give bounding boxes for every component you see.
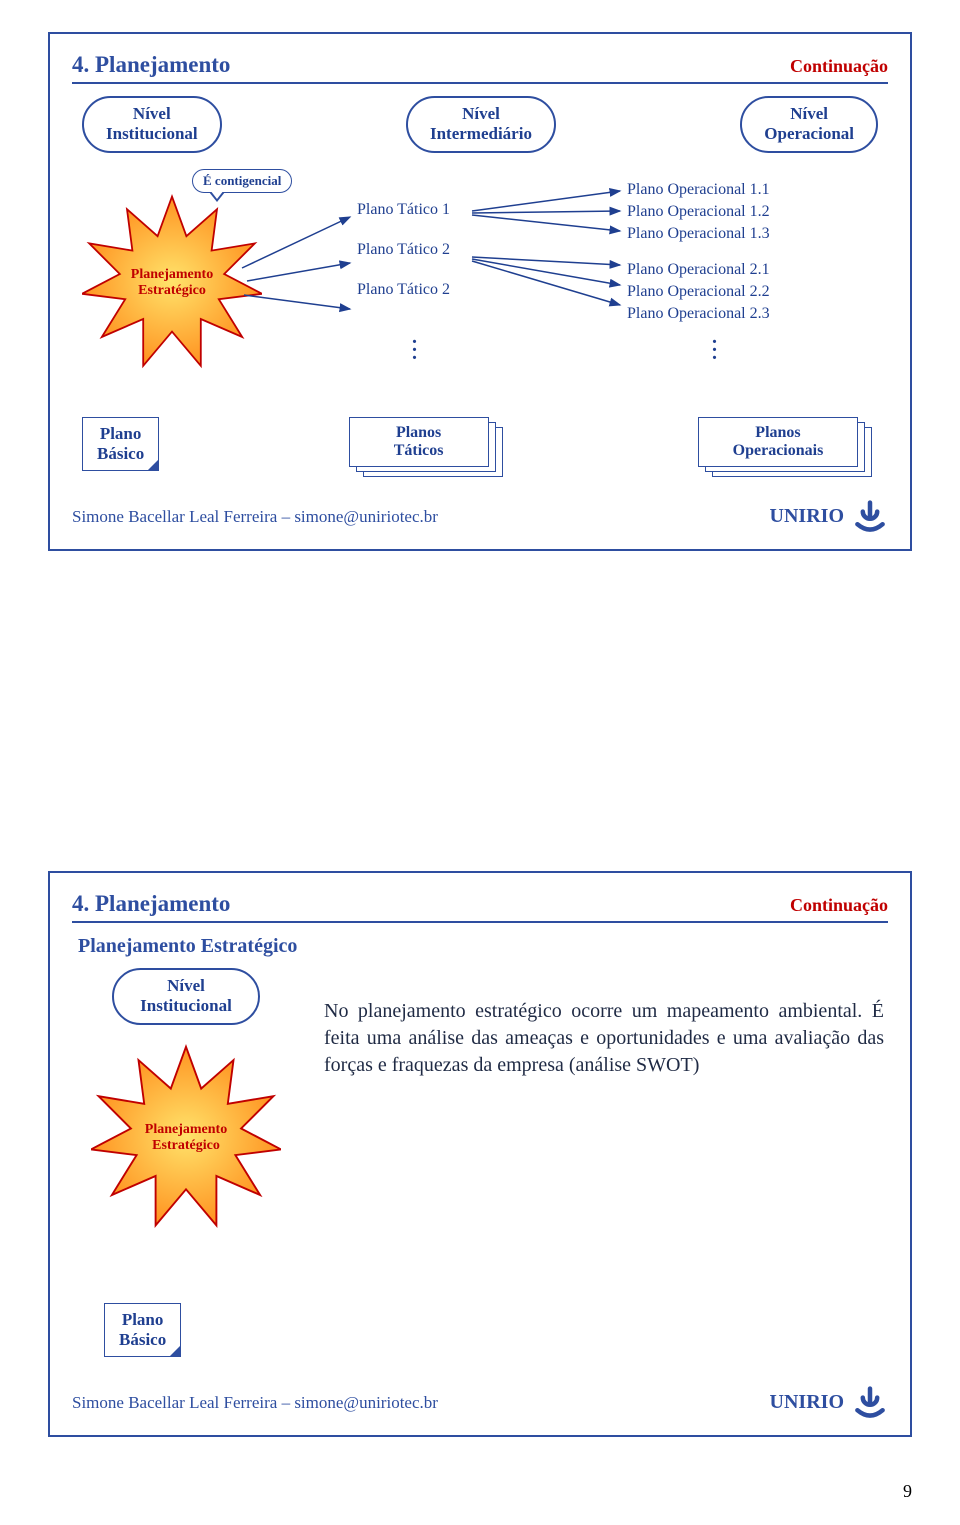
operational-item: Plano Operacional 1.2 <box>627 203 770 221</box>
summary-row: PlanoBásico PlanosTáticos PlanosOperacio… <box>82 417 878 477</box>
level-row: NívelInstitucional NívelIntermediário Ní… <box>72 96 888 153</box>
starburst-strategic: PlanejamentoEstratégico <box>82 193 262 373</box>
operational-item: Plano Operacional 1.1 <box>627 181 770 199</box>
subheading-strategic: Planejamento Estratégico <box>78 935 888 958</box>
footer-org: UNIRIO <box>770 505 844 528</box>
continuation-label: Continuação <box>790 895 888 916</box>
diagram-area: É contigencial PlanejamentoEstratégico <box>72 173 888 403</box>
vertical-dots: ... <box>412 333 417 357</box>
unirio-logo-icon <box>852 499 888 535</box>
footer-author: Simone Bacellar Leal Ferreira – simone@u… <box>72 1393 438 1413</box>
basic-plan-box: PlanoBásico <box>82 417 159 471</box>
star-label: PlanejamentoEstratégico <box>82 267 262 299</box>
slide-title: 4. Planejamento <box>72 52 230 78</box>
operational-item: Plano Operacional 1.3 <box>627 225 770 243</box>
star-label: PlanejamentoEstratégico <box>91 1122 281 1154</box>
level-intermediate: NívelIntermediário <box>406 96 556 153</box>
tactical-item: Plano Tático 2 <box>357 281 450 299</box>
operational-plans-stack: PlanosOperacionais <box>698 417 878 477</box>
tactical-item: Plano Tático 2 <box>357 241 450 259</box>
unirio-logo-icon <box>852 1385 888 1421</box>
arrows-tactical-to-operational <box>472 187 632 357</box>
slide-footer: Simone Bacellar Leal Ferreira – simone@u… <box>72 1385 888 1421</box>
callout-contingencial: É contigencial <box>192 169 292 193</box>
basic-plan-box: PlanoBásico <box>104 1303 181 1357</box>
level-institutional: NívelInstitucional <box>112 968 260 1025</box>
vertical-dots: ... <box>712 333 717 357</box>
operational-item: Plano Operacional 2.2 <box>627 283 770 301</box>
title-rule <box>72 921 888 923</box>
operational-item: Plano Operacional 2.1 <box>627 261 770 279</box>
tactical-item: Plano Tático 1 <box>357 201 450 219</box>
title-rule <box>72 82 888 84</box>
level-institutional: NívelInstitucional <box>82 96 222 153</box>
slide-2: 4. Planejamento Continuação Planejamento… <box>48 871 912 1437</box>
page-number: 9 <box>0 1481 960 1502</box>
operational-item: Plano Operacional 2.3 <box>627 305 770 323</box>
footer-org: UNIRIO <box>770 1391 844 1414</box>
operational-list: Plano Operacional 1.1 Plano Operacional … <box>627 181 770 327</box>
tactical-plans-stack: PlanosTáticos <box>349 417 509 477</box>
level-operational: NívelOperacional <box>740 96 878 153</box>
slide-1: 4. Planejamento Continuação NívelInstitu… <box>48 32 912 551</box>
continuation-label: Continuação <box>790 56 888 77</box>
slide2-body: NívelInstitucional PlanejamentoEstratégi… <box>76 968 884 1233</box>
tactical-list: Plano Tático 1 Plano Tático 2 Plano Táti… <box>357 201 450 321</box>
slide-footer: Simone Bacellar Leal Ferreira – simone@u… <box>72 499 888 535</box>
body-text: No planejamento estratégico ocorre um ma… <box>324 968 884 1079</box>
starburst-strategic: PlanejamentoEstratégico <box>91 1043 281 1233</box>
slide-title: 4. Planejamento <box>72 891 230 917</box>
footer-author: Simone Bacellar Leal Ferreira – simone@u… <box>72 507 438 527</box>
